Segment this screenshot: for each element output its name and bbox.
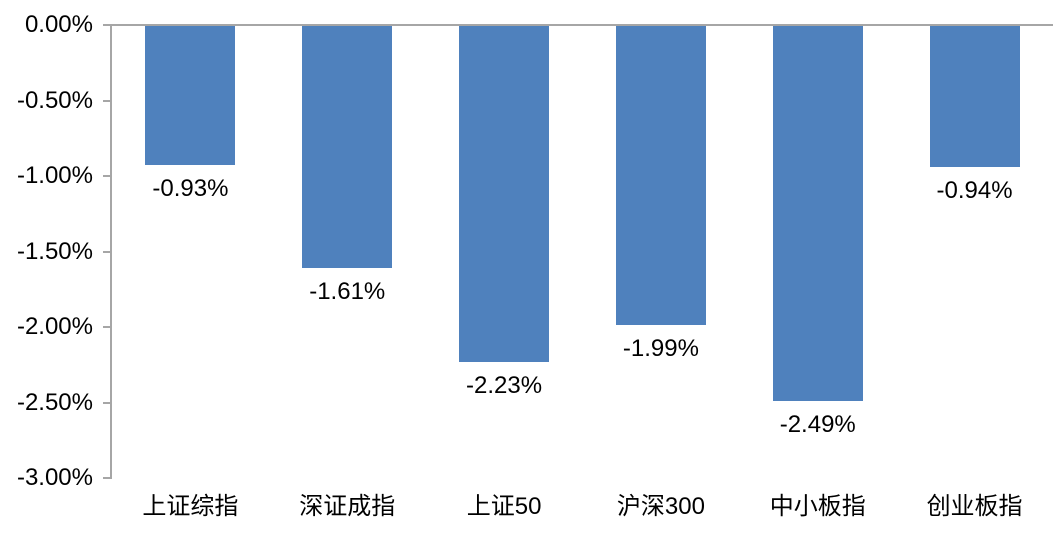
category-label: 创业板指: [926, 493, 1023, 520]
y-axis-tick-label: -2.50%: [16, 388, 93, 416]
y-axis-tick-label: -1.00%: [16, 162, 93, 189]
y-axis-tick: [103, 477, 110, 479]
bar-3: [459, 26, 550, 362]
category-label: 上证50: [466, 493, 542, 520]
y-axis-tick: [103, 99, 110, 102]
y-axis-tick: [103, 175, 110, 177]
category-label: 上证综指: [142, 493, 239, 520]
category-label: 中小板指: [769, 493, 866, 520]
bar-value-label: -0.94%: [936, 176, 1013, 204]
y-axis-tick-label: -0.50%: [16, 86, 93, 114]
bar-value-label: -0.93%: [152, 175, 229, 203]
y-axis-tick-label: -3.00%: [16, 464, 93, 491]
y-axis-tick: [103, 24, 110, 26]
y-axis-tick-label: 0.00%: [24, 11, 93, 38]
bar-value-label: -2.49%: [779, 410, 856, 438]
y-axis-tick: [103, 326, 110, 328]
category-label: 深证成指: [299, 493, 396, 520]
bar-value-label: -1.99%: [622, 335, 699, 363]
bar-4: [615, 26, 706, 326]
bar-2: [302, 26, 393, 269]
bar-5: [772, 26, 863, 401]
zero-gridline: [110, 24, 1053, 26]
bar-value-label: -1.61%: [309, 278, 386, 306]
y-axis-line: [110, 24, 112, 479]
y-axis-tick: [103, 250, 110, 253]
bar-1: [145, 26, 236, 166]
y-axis-tick-label: -2.00%: [16, 313, 93, 340]
bar-6: [929, 26, 1020, 167]
bar-value-label: -2.23%: [466, 371, 543, 399]
y-axis-tick: [103, 401, 110, 404]
y-axis-tick-label: -1.50%: [16, 237, 93, 265]
category-label: 沪深300: [616, 493, 705, 520]
